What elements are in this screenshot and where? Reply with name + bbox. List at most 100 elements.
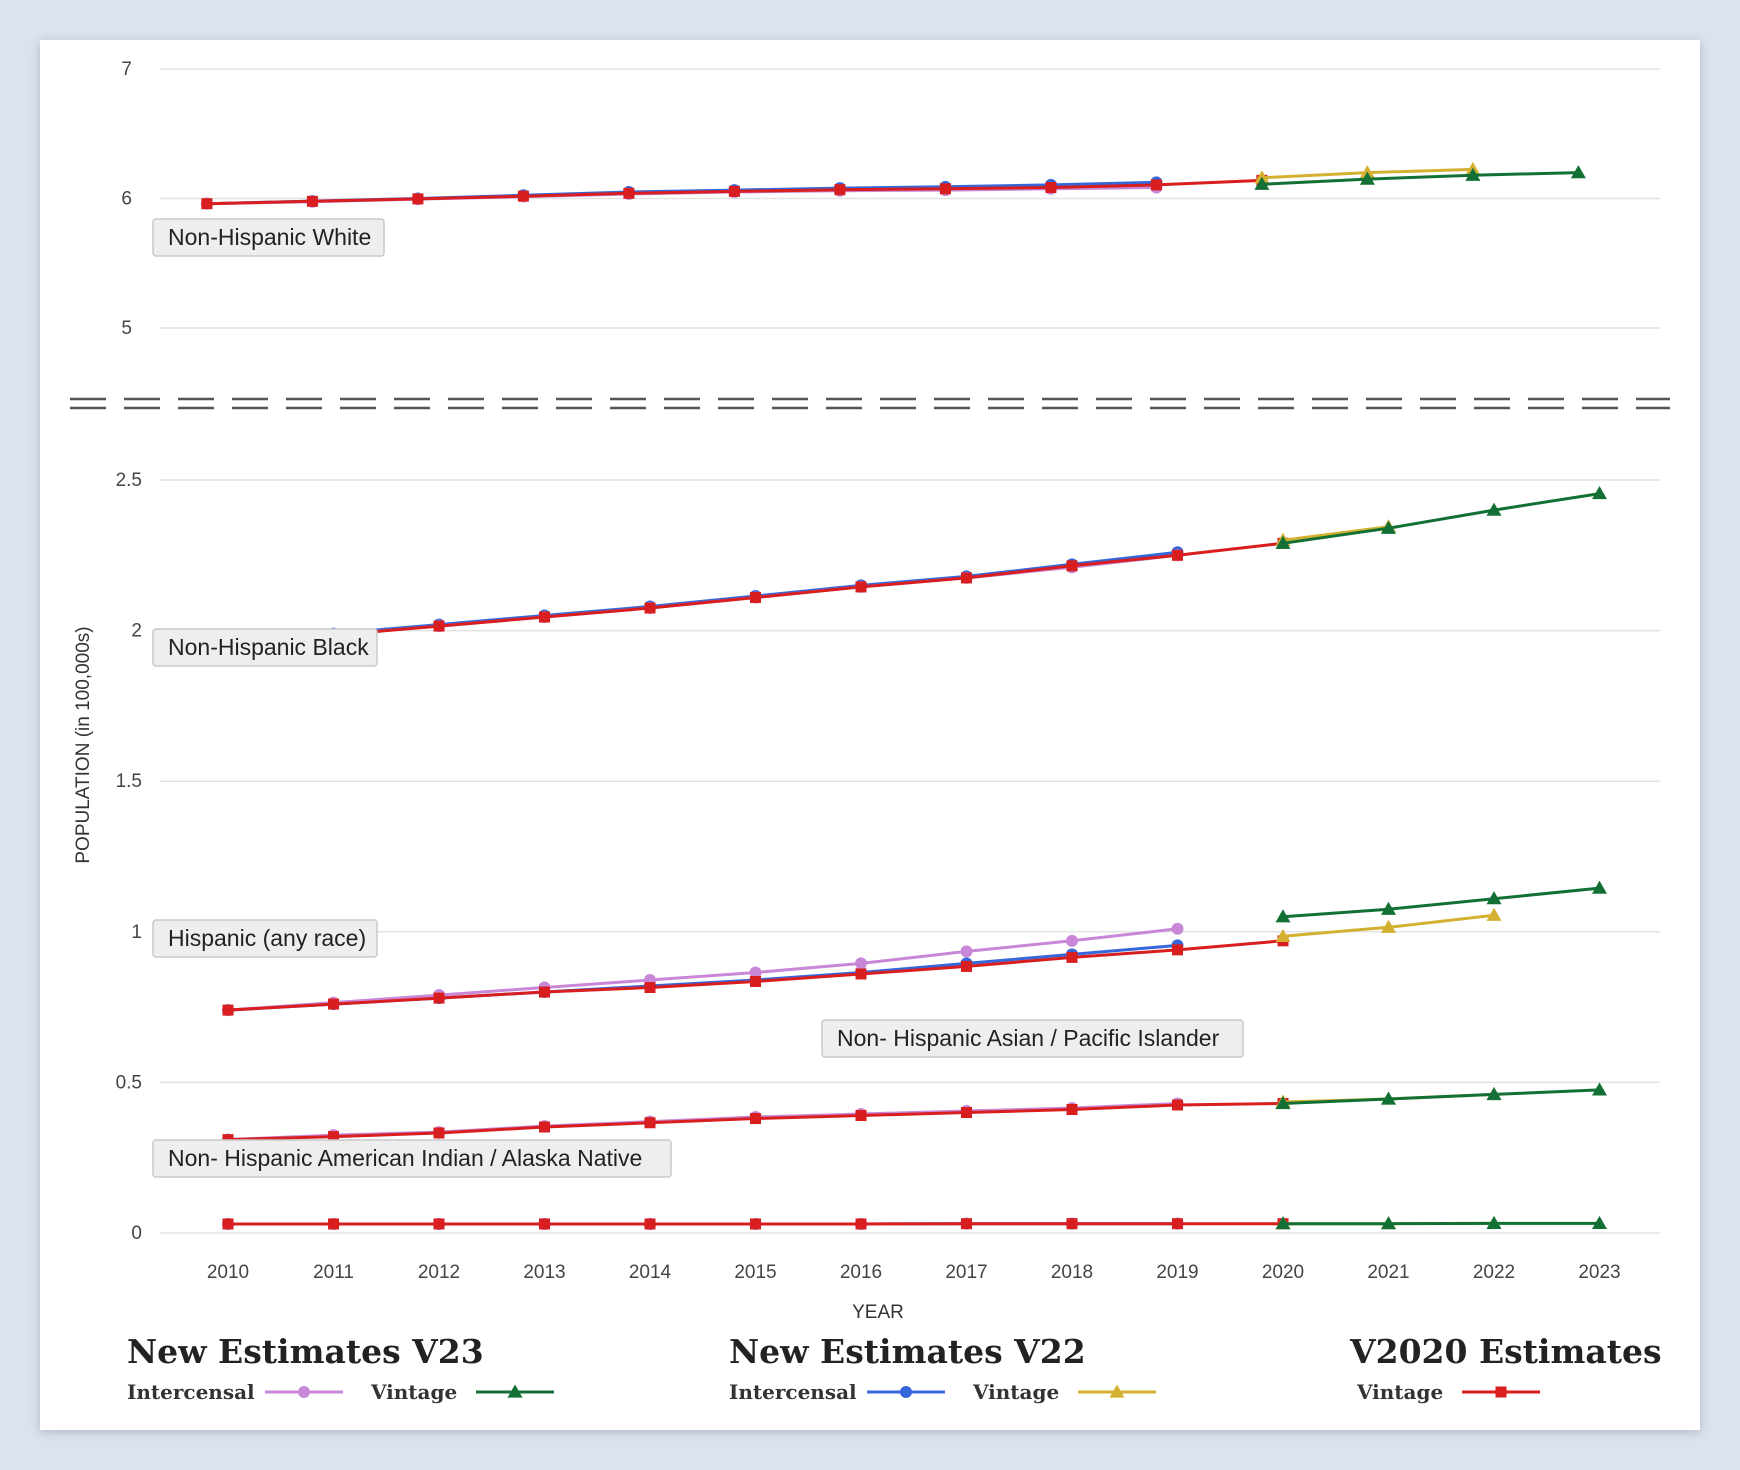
data-point-v2020_vintage <box>539 1218 550 1230</box>
data-point-v2020_vintage <box>433 1218 445 1230</box>
series-group <box>200 161 1586 210</box>
x-tick-label: 2020 <box>1262 1262 1304 1283</box>
data-point-v2020_vintage <box>728 185 740 197</box>
data-point-v2020_vintage <box>644 1117 656 1129</box>
legend-swatch-marker <box>900 1386 912 1398</box>
group-label-background <box>152 919 378 958</box>
x-tick-label: 2012 <box>418 1262 460 1283</box>
data-point-v2020_vintage <box>328 1218 339 1230</box>
data-point-v2020_vintage <box>328 998 339 1010</box>
y-tick-label-upper: 6 <box>121 189 132 210</box>
data-point-v23_vintage <box>1275 535 1291 549</box>
x-tick-label: 2018 <box>1051 1262 1093 1283</box>
data-point-v23_vintage <box>1592 1215 1607 1229</box>
data-point-v2020_vintage <box>644 982 656 994</box>
data-point-v2020_vintage <box>433 992 445 1004</box>
data-point-v23_intercensal <box>1066 934 1078 947</box>
x-tick-label: 2017 <box>945 1262 987 1283</box>
x-tick-label: 2015 <box>734 1262 776 1283</box>
data-point-v2020_vintage <box>201 198 213 210</box>
legend-group: New Estimates V23 Intercensal Vintage <box>127 1332 554 1404</box>
data-point-v2020_vintage <box>539 986 550 998</box>
data-point-v2020_vintage <box>539 611 550 623</box>
data-point-v23_vintage <box>1275 1216 1291 1230</box>
data-point-v23_vintage <box>1592 486 1607 500</box>
data-point-v23_vintage <box>1592 1082 1607 1096</box>
chart-card: 7 6 5 2.5 2 1.5 1 0.5 0 2010 2011 2012 2013 2014 2015 2… <box>40 40 1700 1430</box>
data-point-v2020_vintage <box>1066 951 1078 963</box>
population-chart: 7 6 5 2.5 2 1.5 1 0.5 0 2010 2011 2012 2013 2014 2015 2… <box>70 59 1670 1404</box>
legend-item-label: Intercensal <box>127 1380 255 1404</box>
data-point-v2020_vintage <box>433 1127 445 1139</box>
data-point-v22_vintage <box>1381 919 1396 933</box>
legend-item-label: Intercensal <box>729 1380 857 1404</box>
data-point-v23_intercensal <box>1171 922 1184 935</box>
y-tick-label-lower: 2.5 <box>116 470 142 491</box>
data-point-v23_vintage <box>1381 1091 1396 1105</box>
data-point-v2020_vintage <box>517 190 529 202</box>
series-group <box>222 880 1607 1017</box>
data-point-v2020_vintage <box>1045 181 1057 193</box>
data-point-v22_vintage <box>1275 928 1291 942</box>
group-label-background <box>152 218 385 257</box>
legend-group: V2020 Estimates Vintage <box>1349 1332 1662 1404</box>
data-point-v2020_vintage <box>855 1110 867 1122</box>
data-point-v2020_vintage <box>750 975 761 987</box>
x-tick-label: 2013 <box>523 1262 565 1283</box>
data-point-v2020_vintage <box>750 591 761 603</box>
series-line-v23_vintage <box>1282 1088 1600 1105</box>
y-tick-label-upper: 5 <box>121 318 132 339</box>
data-point-v2020_vintage <box>961 572 972 584</box>
series-line-v23_vintage <box>1261 171 1579 186</box>
series-group <box>222 1215 1607 1230</box>
data-point-v2020_vintage <box>222 1004 234 1016</box>
data-point-v23_intercensal <box>749 966 762 979</box>
data-point-v22_vintage <box>1486 907 1502 921</box>
legend-swatch-marker <box>1495 1386 1507 1398</box>
group-label-text: Non-Hispanic Black <box>168 634 369 660</box>
legend-swatch-marker <box>298 1386 310 1398</box>
y-tick-label-lower: 0.5 <box>116 1072 142 1093</box>
data-point-v2020_vintage <box>855 968 867 980</box>
data-point-v23_intercensal <box>855 957 867 970</box>
data-point-v23_vintage <box>1254 176 1270 190</box>
legend-title: V2020 Estimates <box>1349 1332 1662 1371</box>
data-point-v2020_vintage <box>306 195 318 207</box>
data-point-v2020_vintage <box>1172 1099 1183 1111</box>
group-label-text: Hispanic (any race) <box>168 925 366 951</box>
data-point-v2020_vintage <box>1172 944 1183 956</box>
data-point-v2020_vintage <box>834 184 846 196</box>
data-point-v23_vintage <box>1275 1095 1291 1110</box>
y-tick-label-lower: 2 <box>131 621 142 642</box>
series-group <box>222 486 1607 651</box>
data-point-v23_vintage <box>1570 165 1586 179</box>
group-label-background <box>821 1019 1244 1058</box>
data-point-v2020_vintage <box>750 1218 761 1230</box>
data-point-v23_vintage <box>1486 1215 1502 1229</box>
data-point-v23_intercensal <box>960 945 973 958</box>
series-line-v22_vintage <box>1282 525 1389 542</box>
x-tick-label: 2019 <box>1156 1262 1198 1283</box>
data-point-v2020_vintage <box>961 1218 972 1230</box>
data-point-v2020_vintage <box>961 960 972 972</box>
legend-title: New Estimates V23 <box>127 1332 484 1371</box>
data-point-v23_vintage <box>1381 1216 1396 1230</box>
data-point-v23_vintage <box>1486 1086 1502 1101</box>
data-point-v2020_vintage <box>1172 1218 1183 1230</box>
data-point-v2020_vintage <box>855 1218 867 1230</box>
group-label-text: Non- Hispanic Asian / Pacific Islander <box>837 1025 1220 1051</box>
legend-item-label: Vintage <box>1356 1380 1443 1404</box>
legend-swatch-marker <box>507 1384 523 1398</box>
data-point-v2020_vintage <box>855 581 867 593</box>
y-axis-title: POPULATION (in 100,000s) <box>73 626 94 863</box>
group-label-background <box>152 1139 672 1178</box>
data-point-v2020_vintage <box>644 1218 656 1230</box>
series-line-v23_intercensal <box>227 927 1178 1012</box>
group-label-box: Non- Hispanic Asian / Pacific Islander <box>821 1019 1244 1058</box>
data-point-v2020_vintage <box>1172 549 1183 561</box>
data-point-v2020_vintage <box>1066 560 1078 572</box>
data-point-v2020_vintage <box>1066 1104 1078 1116</box>
grid-layer <box>160 68 1660 1234</box>
data-point-v2020_vintage <box>1150 179 1162 191</box>
